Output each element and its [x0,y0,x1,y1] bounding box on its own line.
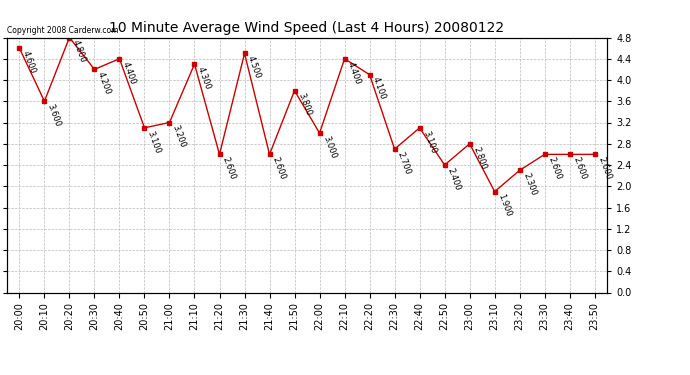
Text: 2.600: 2.600 [221,156,237,181]
Text: 3.200: 3.200 [171,124,188,149]
Text: 3.100: 3.100 [421,129,437,154]
Text: 2.400: 2.400 [446,166,462,192]
Text: 4.300: 4.300 [196,66,213,91]
Text: 4.400: 4.400 [346,60,362,86]
Text: 4.200: 4.200 [96,71,112,96]
Text: 2.600: 2.600 [546,156,562,181]
Text: 4.800: 4.800 [71,39,88,64]
Text: 2.600: 2.600 [271,156,288,181]
Text: 4.400: 4.400 [121,60,137,86]
Text: 3.600: 3.600 [46,103,62,128]
Text: 4.500: 4.500 [246,55,262,80]
Text: 4.600: 4.600 [21,50,37,75]
Text: 3.000: 3.000 [321,135,337,160]
Text: 3.800: 3.800 [296,92,313,117]
Text: 2.800: 2.800 [471,145,488,171]
Text: 2.600: 2.600 [571,156,588,181]
Text: 2.700: 2.700 [396,150,413,176]
Text: 4.100: 4.100 [371,76,388,101]
Text: 2.300: 2.300 [521,172,538,197]
Text: 2.600: 2.600 [596,156,613,181]
Text: Copyright 2008 Carderw.com: Copyright 2008 Carderw.com [7,26,119,35]
Text: 3.100: 3.100 [146,129,162,154]
Title: 10 Minute Average Wind Speed (Last 4 Hours) 20080122: 10 Minute Average Wind Speed (Last 4 Hou… [110,21,504,35]
Text: 1.900: 1.900 [496,193,513,218]
